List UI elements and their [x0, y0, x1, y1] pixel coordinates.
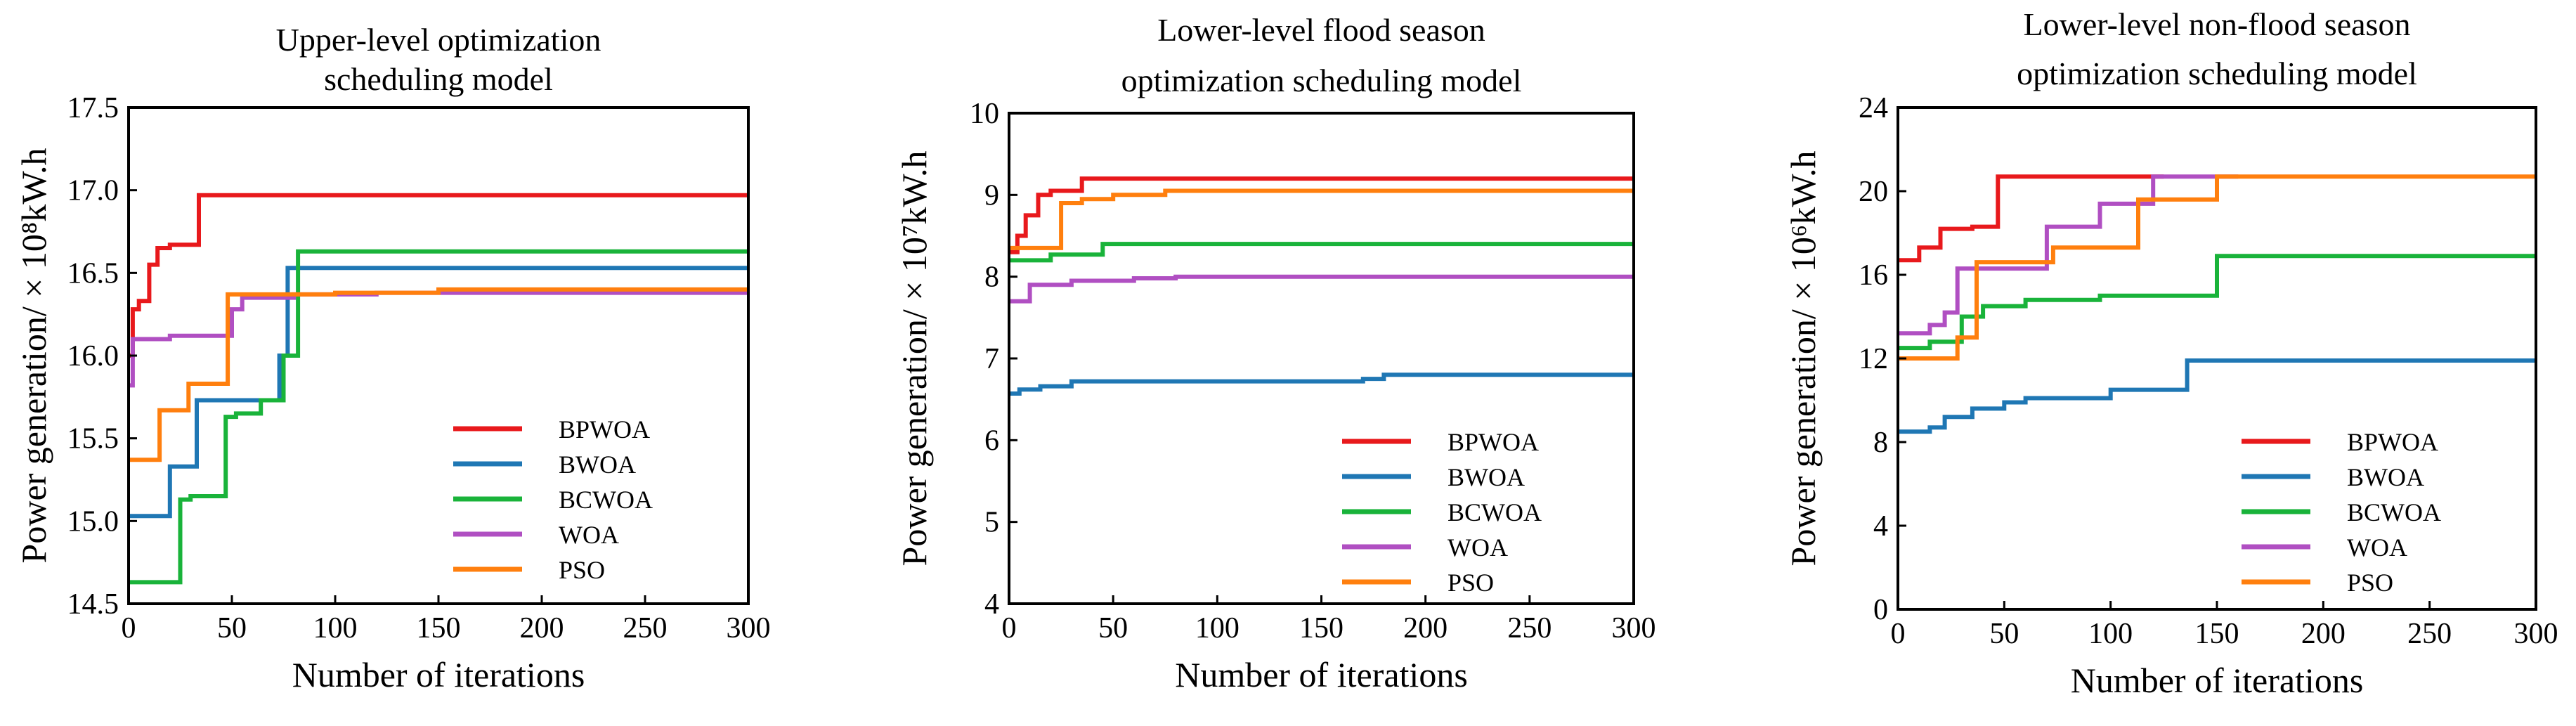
x-tick-label: 100 [313, 612, 358, 644]
series-line-bwoa [1898, 358, 2536, 434]
series-line-bpwoa [1009, 176, 1634, 254]
y-tick-label: 4 [1873, 510, 1888, 543]
x-tick-label: 300 [727, 612, 771, 644]
chart-title-line: optimization scheduling model [2017, 56, 2417, 91]
legend-label-bpwoa: BPWOA [1448, 428, 1539, 456]
y-tick-label: 24 [1859, 92, 1888, 124]
y-tick-label: 15.5 [67, 423, 119, 455]
x-tick-label: 0 [1002, 612, 1017, 644]
x-tick-label: 300 [2514, 618, 2558, 650]
y-tick-label: 16.0 [67, 340, 119, 372]
chart-title-line: Lower-level flood season [1157, 12, 1485, 48]
y-axis-label: Power generation/ × 10⁸kW.h [14, 148, 53, 564]
series-line-woa [129, 290, 748, 388]
series-group [129, 193, 748, 585]
x-tick-label: 200 [1403, 612, 1448, 644]
chart-title-line: scheduling model [324, 61, 553, 97]
x-tick-label: 150 [417, 612, 461, 644]
chart-panel-2: Lower-level flood season optimization sch… [895, 12, 1656, 694]
x-tick-label: 250 [2407, 618, 2452, 650]
legend-label-bcwoa: BCWOA [559, 486, 653, 514]
x-tick-label: 250 [623, 612, 668, 644]
y-tick-label: 15.0 [67, 505, 119, 538]
series-line-pso [129, 287, 748, 462]
x-tick-label: 0 [1891, 618, 1906, 650]
series-group [1009, 176, 1634, 396]
chart-panel-3: Lower-level non-flood season optimization… [1783, 6, 2558, 700]
x-tick-label: 150 [1299, 612, 1344, 644]
y-tick-label: 17.0 [67, 175, 119, 207]
y-tick-label: 6 [984, 424, 999, 457]
plot-frame [1008, 112, 1635, 605]
legend-label-pso: PSO [559, 556, 605, 584]
plot-frame [127, 106, 750, 605]
legend: BPWOA BWOA BCWOA WOA PSO [453, 415, 653, 584]
x-axis-label: Number of iterations [1175, 655, 1468, 694]
legend-label-bwoa: BWOA [2347, 463, 2424, 491]
y-axis-label: Power generation/ × 10⁶kW.h [1783, 151, 1823, 566]
series-line-bcwoa [129, 249, 748, 585]
series-line-bcwoa [1898, 254, 2536, 351]
chart-title-line: optimization scheduling model [1121, 63, 1522, 98]
legend-label-bwoa: BWOA [559, 450, 636, 479]
series-line-woa [1898, 174, 2239, 336]
legend-label-bwoa: BWOA [1448, 463, 1525, 491]
y-tick-label: 12 [1859, 343, 1888, 375]
x-axis-label: Number of iterations [2071, 661, 2364, 700]
x-tick-label: 50 [217, 612, 247, 644]
y-tick-label: 0 [1873, 594, 1888, 626]
series-line-bwoa [129, 266, 748, 519]
legend-label-woa: WOA [559, 521, 619, 549]
y-tick-label: 9 [984, 179, 999, 212]
series-line-bcwoa [1009, 242, 1634, 263]
series-line-woa [1009, 274, 1634, 304]
x-axis-label: Number of iterations [292, 655, 585, 694]
chart-title-line: Lower-level non-flood season [2024, 6, 2411, 42]
legend-label-pso: PSO [2347, 569, 2393, 597]
legend-label-bpwoa: BPWOA [2347, 428, 2438, 456]
x-tick-label: 250 [1507, 612, 1552, 644]
legend-label-bcwoa: BCWOA [1448, 498, 1542, 526]
y-tick-label: 16.5 [67, 257, 119, 290]
x-tick-label: 300 [1612, 612, 1656, 644]
legend-label-pso: PSO [1448, 569, 1494, 597]
x-tick-label: 0 [122, 612, 136, 644]
legend-label-bpwoa: BPWOA [559, 415, 650, 443]
series-group [1898, 174, 2536, 434]
series-line-bwoa [1009, 372, 1634, 396]
y-tick-label: 17.5 [67, 92, 119, 124]
x-tick-label: 50 [1098, 612, 1128, 644]
series-line-pso [1009, 188, 1634, 250]
series-line-pso [1898, 174, 2536, 361]
x-tick-label: 200 [520, 612, 564, 644]
series-line-bpwoa [1898, 174, 2164, 263]
y-tick-label: 20 [1859, 176, 1888, 208]
series-line-bpwoa [129, 193, 748, 358]
x-tick-label: 200 [2301, 618, 2346, 650]
legend-label-woa: WOA [2347, 533, 2407, 562]
y-tick-label: 5 [984, 507, 999, 539]
y-tick-label: 8 [984, 261, 999, 294]
x-tick-label: 150 [2195, 618, 2239, 650]
y-tick-label: 16 [1859, 259, 1888, 292]
y-tick-label: 7 [984, 343, 999, 375]
legend-label-bcwoa: BCWOA [2347, 498, 2441, 526]
y-tick-label: 4 [984, 588, 999, 621]
y-tick-label: 14.5 [67, 588, 119, 621]
x-tick-label: 100 [2088, 618, 2133, 650]
legend: BPWOA BWOA BCWOA WOA PSO [1342, 428, 1542, 597]
y-tick-label: 10 [970, 98, 999, 130]
y-tick-label: 8 [1873, 427, 1888, 459]
x-tick-label: 50 [1989, 618, 2019, 650]
y-axis-label: Power generation/ × 10⁷kW.h [895, 151, 934, 566]
chart-title-line: Upper-level optimization [276, 22, 601, 58]
x-tick-label: 100 [1195, 612, 1240, 644]
legend: BPWOA BWOA BCWOA WOA PSO [2242, 428, 2441, 597]
legend-label-woa: WOA [1448, 533, 1508, 562]
